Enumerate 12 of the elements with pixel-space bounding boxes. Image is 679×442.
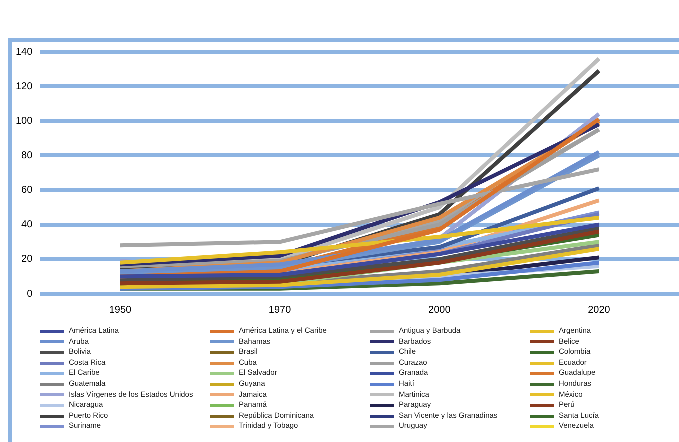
y-tick-label: 100 [16, 116, 34, 127]
x-tick-label: 2020 [588, 304, 611, 316]
x-tick-label: 1950 [109, 304, 132, 316]
x-tick-label: 2000 [428, 304, 452, 316]
x-tick-label: 1970 [268, 304, 292, 316]
y-tick-label: 40 [22, 220, 34, 231]
y-tick-label: 20 [22, 254, 34, 266]
y-tick-label: 140 [16, 46, 34, 58]
y-tick-label: 60 [22, 185, 34, 196]
y-tick-label: 120 [16, 81, 34, 92]
y-tick-label: 80 [22, 150, 34, 162]
y-tick-label: 0 [27, 288, 34, 300]
